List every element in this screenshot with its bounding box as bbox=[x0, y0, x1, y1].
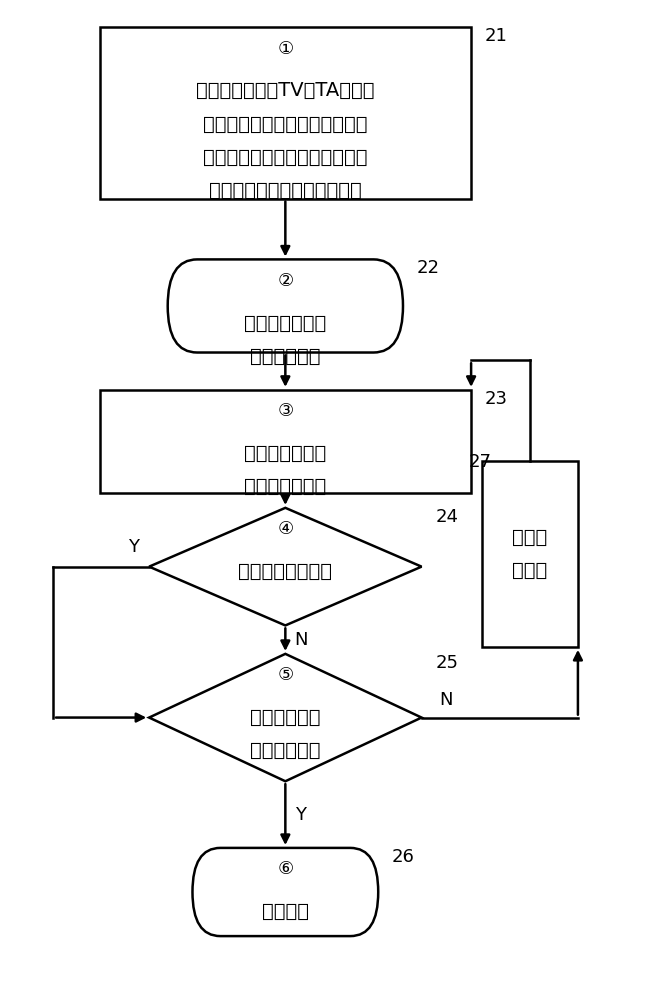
Text: 22: 22 bbox=[417, 259, 440, 277]
Text: 现场检测装置: 现场检测装置 bbox=[250, 347, 321, 366]
Bar bbox=[482, 461, 578, 647]
Text: 元现场检测装置，将同步时钟信: 元现场检测装置，将同步时钟信 bbox=[203, 148, 368, 167]
Text: 号接入合并单元现场检测装置: 号接入合并单元现场检测装置 bbox=[209, 181, 362, 200]
Text: Y: Y bbox=[295, 806, 306, 824]
Text: ⑤: ⑤ bbox=[277, 666, 293, 684]
Text: 21: 21 bbox=[485, 27, 508, 45]
Text: 输出结果: 输出结果 bbox=[262, 902, 309, 921]
FancyBboxPatch shape bbox=[168, 259, 403, 353]
Text: ⑥: ⑥ bbox=[277, 860, 293, 878]
Text: 检测周期长度: 检测周期长度 bbox=[250, 741, 321, 760]
Text: 25: 25 bbox=[435, 654, 458, 672]
Text: ①: ① bbox=[277, 40, 293, 58]
Text: 运行状态下，将TV、TA回路通: 运行状态下，将TV、TA回路通 bbox=[196, 81, 375, 100]
Text: 测周期: 测周期 bbox=[512, 561, 548, 580]
Text: N: N bbox=[440, 691, 453, 709]
Text: 23: 23 bbox=[485, 390, 508, 408]
Bar bbox=[99, 27, 471, 199]
Text: 24: 24 bbox=[435, 508, 458, 526]
FancyBboxPatch shape bbox=[192, 848, 378, 936]
Text: 包括比差和角差: 包括比差和角差 bbox=[244, 477, 326, 496]
Text: 进行各通道检测: 进行各通道检测 bbox=[244, 444, 326, 463]
Polygon shape bbox=[149, 508, 422, 625]
Text: Y: Y bbox=[128, 538, 139, 556]
Text: 27: 27 bbox=[468, 453, 491, 471]
Text: ④: ④ bbox=[277, 520, 293, 538]
Text: 初始化合并单元: 初始化合并单元 bbox=[244, 314, 326, 333]
Text: 是否最大允许: 是否最大允许 bbox=[250, 708, 321, 727]
Text: ③: ③ bbox=[277, 402, 293, 420]
Text: 检测结果是否合格: 检测结果是否合格 bbox=[239, 562, 332, 581]
Text: 26: 26 bbox=[392, 848, 415, 866]
Text: ②: ② bbox=[277, 272, 293, 290]
Polygon shape bbox=[149, 654, 422, 781]
Text: 过并联、串联的方式接入合并单: 过并联、串联的方式接入合并单 bbox=[203, 115, 368, 134]
Text: 加大检: 加大检 bbox=[512, 528, 548, 547]
Bar bbox=[99, 390, 471, 493]
Text: N: N bbox=[294, 631, 308, 649]
